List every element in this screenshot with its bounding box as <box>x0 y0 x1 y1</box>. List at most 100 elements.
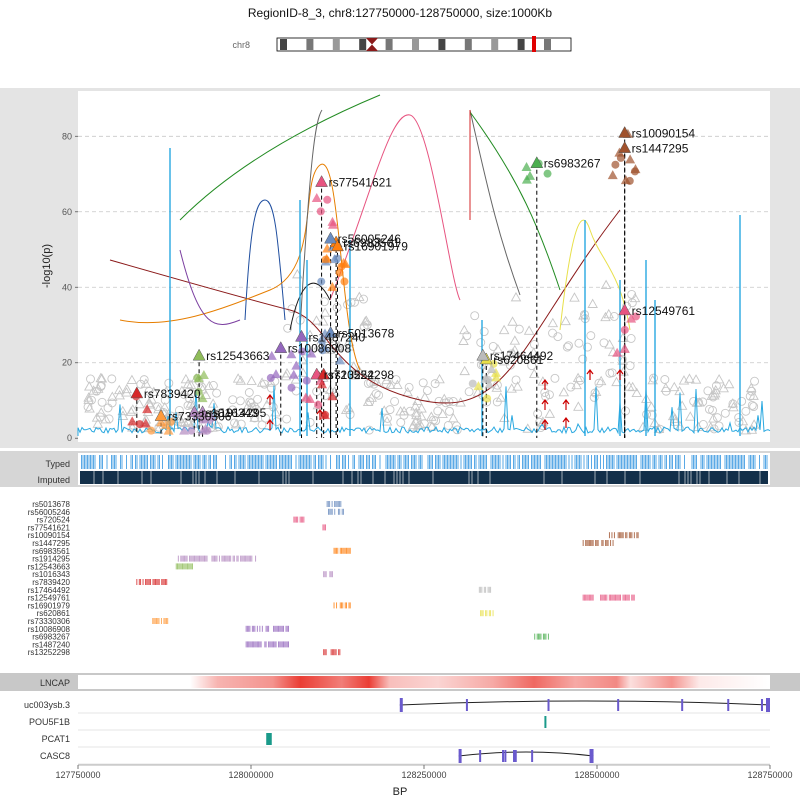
background-snp-point <box>512 381 523 391</box>
ld-snp-point <box>193 373 202 382</box>
lead-snp-label: rs12549761 <box>632 304 696 318</box>
background-snp-point <box>572 372 584 383</box>
ld-row-label: rs1447295 <box>32 539 70 548</box>
ld-row-label: rs12543663 <box>28 562 71 571</box>
background-snp-point <box>507 347 519 358</box>
ld-row-label: rs720524 <box>37 516 71 525</box>
gene-exon <box>458 749 462 763</box>
ld-snp-point <box>317 379 328 389</box>
background-snp-point <box>174 405 184 415</box>
background-snp-point <box>587 298 598 308</box>
background-snp-point <box>92 418 104 428</box>
lead-snp-label: rs17464492 <box>490 349 554 363</box>
gene-exon <box>589 749 594 763</box>
background-snp-point <box>569 292 580 302</box>
x-tick-label: 128000000 <box>228 770 273 780</box>
y-axis-label: -log10(p) <box>41 244 53 288</box>
background-snp-point <box>734 413 744 422</box>
background-snp-point <box>426 411 437 421</box>
x-tick-label: 128750000 <box>747 770 792 780</box>
ld-snp-point <box>483 394 492 403</box>
ld-snp-point <box>135 420 144 429</box>
background-snp-point <box>92 383 104 393</box>
background-snp-point <box>146 394 157 404</box>
lead-snp-marker <box>295 329 308 342</box>
lead-snp-label: rs10090154 <box>632 127 696 141</box>
background-snp-point <box>107 391 118 401</box>
ld-snp-point <box>468 379 477 388</box>
background-snp-point <box>660 375 670 384</box>
ld-snp-point <box>197 393 208 403</box>
background-snp-point <box>185 398 197 408</box>
background-snp-point <box>107 398 117 408</box>
background-snp-point <box>139 375 149 385</box>
ld-snp-point <box>288 369 299 379</box>
background-snp-point <box>121 383 133 394</box>
background-snp-point <box>136 379 146 389</box>
background-snp-point <box>404 382 414 392</box>
background-snp-point <box>374 390 384 400</box>
background-snp-point <box>439 393 450 403</box>
eqtl-arrow <box>266 419 274 430</box>
ld-snp-point <box>327 391 338 401</box>
lead-snp-label: rs7839420 <box>144 387 201 401</box>
background-snp-point <box>370 375 380 385</box>
background-snp-point <box>343 336 355 346</box>
background-snp-point <box>507 316 518 326</box>
ideogram-band <box>544 39 551 50</box>
background-snp-point <box>586 331 596 341</box>
lead-snp-marker <box>618 125 632 138</box>
gene-exon <box>617 699 620 711</box>
ld-snp-point <box>335 355 346 365</box>
background-snp-point <box>434 373 445 384</box>
interaction-curve <box>289 282 331 331</box>
background-snp-point <box>381 374 392 385</box>
ld-snp-point <box>156 417 167 427</box>
interaction-curve <box>244 199 286 321</box>
background-snp-point <box>182 378 194 389</box>
typed-label: Typed <box>45 459 70 469</box>
ld-snp-point <box>287 383 296 392</box>
background-snp-point <box>434 396 444 406</box>
background-snp-point <box>311 315 322 325</box>
background-snp-point <box>359 322 369 332</box>
background-snp-point <box>260 379 269 389</box>
background-snp-point <box>257 420 267 430</box>
background-snp-point <box>127 404 139 414</box>
gene-exon <box>465 699 468 711</box>
background-snp-point <box>582 342 592 352</box>
background-snp-point <box>362 396 374 407</box>
ld-row-label: rs6983561 <box>32 547 70 556</box>
background-snp-point <box>319 307 331 317</box>
background-snp-point <box>359 294 368 304</box>
background-snp-point <box>498 324 510 335</box>
lead-snp-marker <box>196 405 209 418</box>
background-snp-point <box>720 408 730 418</box>
ld-snp-point <box>166 417 175 426</box>
ld-snp-point <box>484 379 495 389</box>
ld-snp-point <box>340 259 351 269</box>
gene-body <box>544 716 547 728</box>
ld-block-rows: rs5013678rs56005246rs720524rs77541621rs1… <box>28 500 639 657</box>
background-snp-point <box>176 416 187 426</box>
lead-snp-label: rs1914295 <box>210 406 267 420</box>
background-snp-point <box>625 361 635 371</box>
background-snp-point <box>333 340 345 350</box>
background-snp-point <box>491 382 503 392</box>
background-snp-point <box>84 381 95 391</box>
ld-snp-point <box>179 425 190 435</box>
background-snp-point <box>183 401 193 410</box>
background-snp-point <box>235 396 245 406</box>
ld-snp-point <box>521 161 532 171</box>
background-snp-point <box>319 297 329 307</box>
lead-snp-marker <box>331 239 344 251</box>
eqtl-arrow <box>541 419 549 430</box>
y-tick-label: 80 <box>62 131 72 141</box>
ld-snp-point <box>611 160 620 169</box>
background-snp-point <box>527 361 537 371</box>
x-tick-label: 127750000 <box>55 770 100 780</box>
ideogram-band <box>385 39 393 50</box>
background-snp-point <box>745 382 757 393</box>
background-snp-point <box>589 392 599 402</box>
